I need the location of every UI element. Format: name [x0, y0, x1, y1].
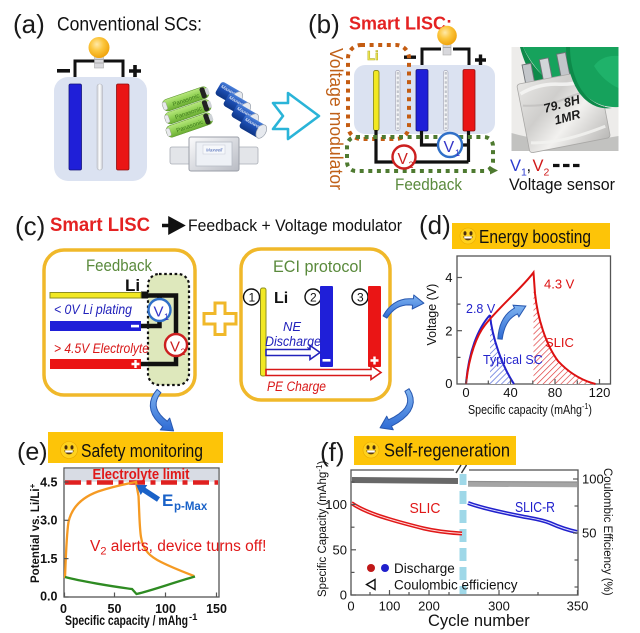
svg-text:80: 80 — [548, 385, 562, 400]
svg-text:0: 0 — [60, 602, 67, 616]
svg-text:1: 1 — [455, 148, 460, 158]
svg-text:V2 alerts, device turns off!: V2 alerts, device turns off! — [90, 538, 266, 558]
svg-text:0: 0 — [445, 376, 452, 391]
svg-text:(a): (a) — [13, 9, 45, 39]
svg-text:150: 150 — [206, 602, 227, 616]
svg-text:< 0V Li plating: < 0V Li plating — [54, 302, 132, 317]
svg-text:2: 2 — [409, 160, 414, 170]
svg-text:Potential vs. Li/Li+: Potential vs. Li/Li+ — [28, 483, 42, 583]
svg-text:SLIC: SLIC — [410, 501, 441, 517]
svg-text:V: V — [444, 139, 455, 156]
svg-text:Coulombic efficiency: Coulombic efficiency — [394, 578, 518, 593]
svg-text:4.3 V: 4.3 V — [544, 277, 575, 292]
svg-text:V: V — [170, 339, 180, 356]
svg-text:200: 200 — [418, 599, 440, 614]
svg-text:,: , — [527, 157, 532, 175]
svg-text:> 4.5V Electrolyte: > 4.5V Electrolyte — [54, 341, 149, 356]
svg-text:50: 50 — [582, 526, 596, 541]
svg-text:0: 0 — [340, 588, 347, 603]
svg-text:120: 120 — [589, 385, 611, 400]
svg-text:Self-regeneration: Self-regeneration — [384, 441, 510, 461]
svg-text:Feedback: Feedback — [395, 175, 462, 194]
svg-text:1MR: 1MR — [553, 107, 582, 127]
svg-text:-1: -1 — [189, 612, 198, 623]
svg-text:2: 2 — [544, 167, 550, 179]
svg-text:Typical SC: Typical SC — [483, 353, 543, 367]
svg-text:Voltage sensor: Voltage sensor — [509, 175, 615, 194]
svg-text:Feedback: Feedback — [86, 257, 153, 275]
svg-text:NE: NE — [283, 319, 301, 334]
svg-text:50: 50 — [108, 602, 122, 616]
svg-text:Li: Li — [274, 290, 288, 307]
svg-text:40: 40 — [503, 385, 517, 400]
svg-text:100: 100 — [325, 497, 347, 512]
svg-text:Li: Li — [125, 276, 140, 295]
svg-text:Specific capacity (mAhg-1): Specific capacity (mAhg-1) — [468, 401, 592, 417]
svg-text:(c): (c) — [15, 211, 45, 241]
svg-text:Conventional SCs:: Conventional SCs: — [57, 15, 202, 36]
svg-text:1: 1 — [164, 312, 169, 322]
svg-text:50: 50 — [333, 542, 347, 557]
svg-text:0: 0 — [462, 385, 469, 400]
svg-text:(f): (f) — [320, 437, 345, 467]
svg-text:Energy boosting: Energy boosting — [479, 227, 591, 247]
svg-text:1: 1 — [521, 167, 527, 179]
svg-text:2: 2 — [181, 347, 186, 357]
svg-text:Electrolyte limit: Electrolyte limit — [93, 466, 190, 483]
svg-text:Voltage (V): Voltage (V) — [425, 284, 439, 346]
svg-text:300: 300 — [488, 599, 510, 614]
svg-text:V: V — [154, 304, 164, 321]
svg-text:0.0: 0.0 — [40, 590, 57, 604]
svg-text:100: 100 — [582, 472, 604, 487]
svg-text:E: E — [162, 491, 173, 510]
svg-text:(b): (b) — [308, 9, 340, 39]
svg-text:1: 1 — [249, 291, 256, 305]
svg-text:Smart LISC: Smart LISC — [50, 215, 150, 236]
svg-text:SLIC: SLIC — [545, 335, 574, 350]
svg-text:350: 350 — [567, 599, 589, 614]
svg-text:Smart LISC:: Smart LISC: — [349, 14, 452, 34]
svg-text:ECI protocol: ECI protocol — [273, 258, 362, 276]
svg-text:Cycle number: Cycle number — [428, 612, 530, 630]
svg-text:4.5: 4.5 — [40, 476, 57, 490]
svg-text:V: V — [398, 151, 409, 168]
svg-text:2: 2 — [310, 291, 317, 305]
svg-text:0: 0 — [347, 599, 354, 614]
svg-text:100: 100 — [155, 602, 176, 616]
svg-text:p-Max: p-Max — [174, 501, 208, 513]
svg-text:SLIC-R: SLIC-R — [515, 500, 555, 516]
svg-text:Discharge: Discharge — [394, 561, 455, 576]
svg-text:1.5: 1.5 — [40, 552, 57, 566]
svg-text:4: 4 — [445, 270, 452, 285]
svg-text:V: V — [533, 157, 544, 175]
svg-text:2: 2 — [445, 323, 452, 338]
svg-text:3.0: 3.0 — [40, 514, 57, 528]
svg-text:Maxwell: Maxwell — [206, 148, 223, 153]
svg-text:100: 100 — [379, 599, 401, 614]
svg-text:Discharge: Discharge — [265, 334, 321, 349]
svg-text:2.8 V: 2.8 V — [466, 302, 496, 316]
svg-text:V: V — [510, 157, 521, 175]
svg-text:Voltage modulator: Voltage modulator — [326, 48, 346, 190]
svg-text:Feedback + Voltage modulator: Feedback + Voltage modulator — [188, 216, 402, 235]
svg-text:PE Charge: PE Charge — [267, 379, 326, 394]
svg-text:Specific capacity / mAhg: Specific capacity / mAhg — [65, 612, 188, 628]
svg-text:Specific Capacity (mAhg-1): Specific Capacity (mAhg-1) — [315, 461, 329, 597]
svg-text:3: 3 — [357, 291, 364, 305]
svg-text:Li: Li — [367, 48, 379, 63]
svg-text:Safety monitoring: Safety monitoring — [81, 441, 203, 461]
svg-text:(d): (d) — [419, 210, 451, 240]
svg-text:Coulombic Efficiency (%): Coulombic Efficiency (%) — [601, 468, 613, 596]
svg-text:(e): (e) — [17, 438, 48, 466]
